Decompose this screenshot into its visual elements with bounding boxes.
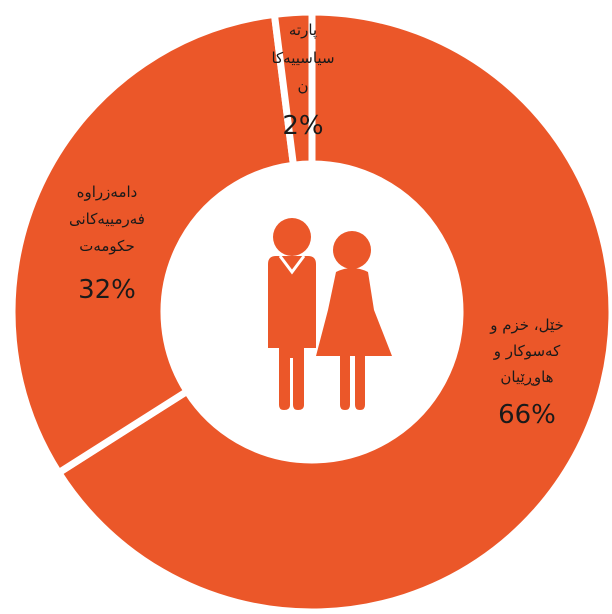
couple-icon	[268, 218, 392, 410]
slice-2-line-1: پارتە	[289, 21, 317, 40]
slice-1-line-3: حکومەت	[79, 237, 135, 255]
donut-slices	[8, 8, 612, 614]
slice-0-line-2: کەسوکار و	[493, 342, 561, 360]
slice-label-2: پارتە سیاسییەکا ن 2%	[271, 21, 334, 141]
slice-label-0: خێل، خزم و کەسوکار و هاوڕێیان 66%	[489, 316, 564, 430]
slice-2-line-2: سیاسییەکا	[271, 49, 334, 67]
slice-label-1: دامەزراوە فەرمییەکانی حکومەت 32%	[69, 183, 145, 305]
slice-0-line-3: هاوڕێیان	[500, 368, 553, 386]
donut-slice-2	[270, 8, 316, 170]
donut-slice-1	[8, 10, 298, 478]
slice-1-line-1: دامەزراوە	[77, 183, 138, 201]
slice-1-percent: 32%	[78, 275, 136, 305]
slice-2-percent: 2%	[282, 111, 323, 141]
slice-1-line-2: فەرمییەکانی	[69, 210, 145, 228]
slice-2-line-3: ن	[297, 77, 308, 95]
donut-slice-0	[53, 8, 612, 614]
slice-0-percent: 66%	[498, 400, 556, 430]
slice-0-line-1: خێل، خزم و	[489, 316, 564, 334]
